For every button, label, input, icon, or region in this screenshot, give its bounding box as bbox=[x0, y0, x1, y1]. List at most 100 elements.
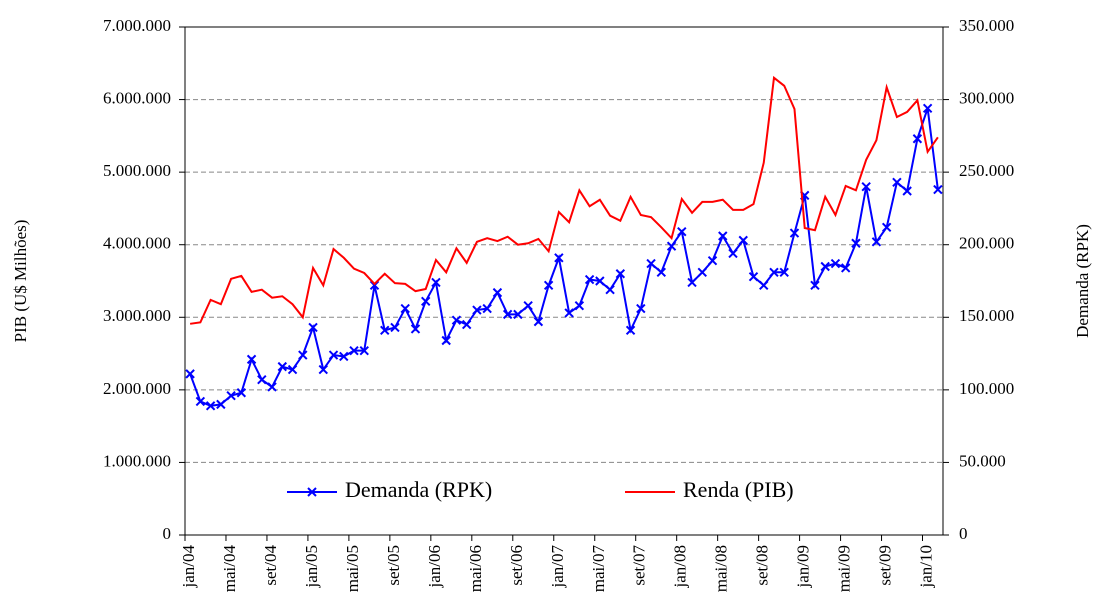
marker bbox=[195, 396, 206, 407]
y-axis-title: PIB (U$ Milhões) bbox=[11, 220, 30, 343]
y2-tick-label: 0 bbox=[959, 524, 968, 543]
marker bbox=[789, 228, 800, 238]
marker bbox=[759, 280, 769, 291]
marker bbox=[308, 322, 318, 333]
marker bbox=[205, 401, 216, 411]
marker bbox=[677, 226, 687, 237]
marker bbox=[912, 134, 923, 144]
marker bbox=[564, 308, 574, 318]
legend-label: Demanda (RPK) bbox=[345, 477, 492, 502]
y2-tick-label: 150.000 bbox=[959, 306, 1014, 325]
marker bbox=[226, 390, 236, 401]
marker bbox=[625, 325, 636, 336]
marker bbox=[277, 361, 288, 372]
marker bbox=[523, 300, 533, 311]
x-tick-label: jan/05 bbox=[302, 545, 321, 589]
marker bbox=[451, 315, 462, 325]
marker bbox=[246, 354, 257, 365]
marker bbox=[933, 184, 943, 195]
marker bbox=[492, 287, 503, 298]
x-tick-label: set/08 bbox=[753, 545, 772, 586]
x-tick-label: mai/07 bbox=[589, 545, 608, 593]
x-tick-label: jan/09 bbox=[794, 545, 813, 589]
marker bbox=[554, 253, 564, 263]
y2-tick-label: 200.000 bbox=[959, 234, 1014, 253]
y-tick-label: 4.000.000 bbox=[103, 234, 171, 253]
marker bbox=[216, 399, 226, 410]
marker bbox=[666, 241, 677, 251]
x-tick-label: mai/09 bbox=[835, 545, 854, 592]
marker bbox=[359, 345, 369, 356]
marker bbox=[339, 351, 349, 362]
marker bbox=[902, 186, 912, 196]
x-tick-label: jan/07 bbox=[548, 545, 567, 589]
marker bbox=[646, 258, 656, 269]
marker bbox=[697, 267, 707, 277]
marker bbox=[513, 309, 523, 320]
marker bbox=[810, 280, 820, 291]
x-tick-label: jan/06 bbox=[425, 545, 444, 589]
marker bbox=[318, 364, 328, 375]
marker bbox=[421, 296, 431, 307]
marker bbox=[441, 335, 451, 346]
marker bbox=[400, 303, 410, 314]
marker bbox=[328, 350, 339, 360]
marker bbox=[461, 319, 472, 330]
marker bbox=[881, 222, 892, 233]
x-tick-label: set/05 bbox=[384, 545, 403, 586]
x-tick-label: set/06 bbox=[507, 545, 526, 586]
x-tick-label: set/07 bbox=[630, 545, 649, 586]
y-tick-label: 2.000.000 bbox=[103, 379, 171, 398]
marker bbox=[543, 280, 554, 291]
marker bbox=[779, 267, 789, 277]
marker bbox=[185, 369, 195, 379]
marker bbox=[656, 267, 667, 277]
marker bbox=[861, 181, 871, 192]
marker bbox=[533, 316, 544, 327]
y-tick-label: 6.000.000 bbox=[103, 88, 171, 107]
marker bbox=[574, 300, 585, 311]
y2-tick-label: 300.000 bbox=[959, 88, 1014, 107]
y2-tick-label: 50.000 bbox=[959, 451, 1006, 470]
legend-marker bbox=[307, 487, 317, 497]
marker bbox=[840, 263, 851, 273]
line bbox=[189, 107, 939, 407]
x-tick-label: mai/05 bbox=[343, 545, 362, 592]
y2-axis-title: Demanda (RPK) bbox=[1073, 224, 1092, 338]
y2-tick-label: 350.000 bbox=[959, 16, 1014, 35]
y-tick-label: 1.000.000 bbox=[103, 451, 171, 470]
x-tick-label: jan/10 bbox=[917, 545, 936, 589]
x-tick-label: mai/06 bbox=[466, 545, 485, 592]
marker bbox=[922, 103, 933, 113]
marker bbox=[349, 345, 359, 356]
marker bbox=[748, 271, 759, 282]
marker bbox=[482, 303, 492, 314]
x-tick-label: jan/04 bbox=[179, 545, 198, 589]
marker bbox=[851, 238, 861, 248]
marker bbox=[820, 261, 830, 272]
marker bbox=[236, 388, 247, 398]
x-tick-label: set/04 bbox=[261, 545, 280, 586]
marker bbox=[892, 177, 902, 188]
x-tick-label: jan/08 bbox=[671, 545, 690, 589]
marker bbox=[871, 237, 882, 247]
marker bbox=[718, 231, 728, 241]
marker bbox=[728, 248, 738, 259]
y-tick-label: 5.000.000 bbox=[103, 161, 171, 180]
marker bbox=[830, 258, 841, 269]
y-tick-label: 3.000.000 bbox=[103, 306, 171, 325]
marker bbox=[584, 274, 595, 285]
y-tick-label: 0 bbox=[163, 524, 172, 543]
marker bbox=[380, 325, 390, 336]
marker bbox=[369, 280, 380, 291]
x-tick-label: mai/08 bbox=[712, 545, 731, 592]
marker bbox=[769, 267, 779, 277]
marker bbox=[605, 285, 615, 295]
plot-frame bbox=[184, 26, 944, 536]
marker bbox=[687, 277, 697, 288]
marker bbox=[390, 322, 400, 333]
x-tick-label: set/09 bbox=[876, 545, 895, 586]
marker bbox=[257, 374, 267, 385]
marker bbox=[738, 235, 748, 246]
